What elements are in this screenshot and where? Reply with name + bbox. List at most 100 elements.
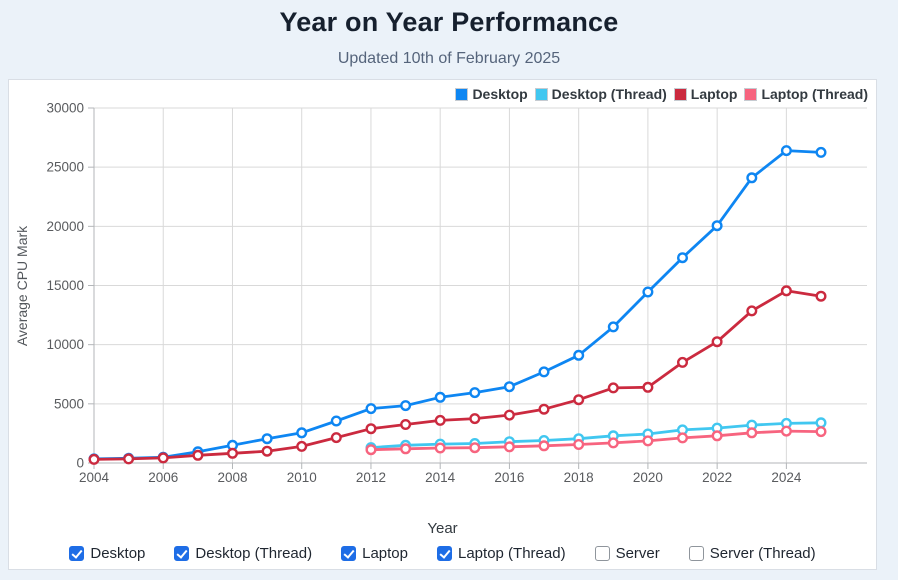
- svg-text:0: 0: [76, 456, 84, 471]
- data-point[interactable]: [434, 442, 446, 454]
- data-point[interactable]: [780, 425, 792, 437]
- data-point[interactable]: [88, 453, 100, 465]
- svg-text:5000: 5000: [54, 396, 84, 411]
- unchecked-checkbox-icon[interactable]: [594, 546, 610, 561]
- legend-item-desktop[interactable]: Desktop: [455, 86, 528, 102]
- data-point[interactable]: [330, 432, 342, 444]
- legend-item-laptop[interactable]: Laptop: [673, 86, 737, 102]
- data-point[interactable]: [642, 286, 654, 298]
- data-point[interactable]: [123, 453, 135, 465]
- checkbox-label: Laptop (Thread): [458, 545, 566, 562]
- data-point[interactable]: [711, 336, 723, 348]
- tick-labels: 0 5000 10000 15000 20000 25000 30000 2004 2006 20…: [46, 101, 801, 486]
- data-point[interactable]: [780, 145, 792, 157]
- data-point[interactable]: [607, 437, 619, 449]
- series-laptop[interactable]: [88, 285, 827, 465]
- checkbox-item-desktop-thread[interactable]: Desktop (Thread): [174, 545, 312, 562]
- checkbox-item-desktop[interactable]: Desktop: [69, 545, 145, 562]
- data-point[interactable]: [642, 381, 654, 393]
- data-point[interactable]: [815, 146, 827, 158]
- checkbox-item-laptop[interactable]: Laptop: [341, 545, 408, 562]
- data-point[interactable]: [296, 440, 308, 452]
- data-point[interactable]: [815, 426, 827, 438]
- checked-checkbox-icon[interactable]: [341, 546, 357, 561]
- data-point[interactable]: [400, 419, 412, 431]
- series-desktop[interactable]: [88, 145, 827, 465]
- data-point[interactable]: [469, 387, 481, 399]
- svg-text:2024: 2024: [771, 470, 802, 485]
- performance-chart[interactable]: 0 5000 10000 15000 20000 25000 30000 2004 2006 20…: [9, 80, 878, 492]
- chart-legend: Desktop Desktop (Thread) Laptop Laptop (Thr…: [455, 86, 868, 102]
- data-point[interactable]: [469, 442, 481, 454]
- data-point[interactable]: [642, 435, 654, 447]
- data-point[interactable]: [815, 417, 827, 429]
- data-point[interactable]: [296, 427, 308, 439]
- data-point[interactable]: [573, 394, 585, 406]
- page-title: Year on Year Performance: [279, 7, 619, 37]
- data-point[interactable]: [157, 452, 169, 464]
- checkbox-item-server[interactable]: Server: [594, 545, 660, 562]
- checkbox-label: Desktop: [90, 545, 146, 562]
- data-point[interactable]: [607, 382, 619, 394]
- data-point[interactable]: [746, 172, 758, 184]
- data-point[interactable]: [573, 439, 585, 451]
- data-point[interactable]: [434, 414, 446, 426]
- data-point[interactable]: [434, 391, 446, 403]
- checkbox-label: Laptop: [362, 545, 408, 562]
- legend-item-desktop-thread[interactable]: Desktop (Thread): [534, 86, 667, 102]
- data-point[interactable]: [780, 285, 792, 297]
- data-point[interactable]: [400, 400, 412, 412]
- data-point[interactable]: [192, 449, 204, 461]
- data-point[interactable]: [261, 445, 273, 457]
- data-point[interactable]: [261, 433, 273, 445]
- data-point[interactable]: [607, 321, 619, 333]
- data-point[interactable]: [503, 381, 515, 393]
- data-point[interactable]: [677, 356, 689, 368]
- checkbox-label: Desktop (Thread): [195, 545, 313, 562]
- data-point[interactable]: [400, 443, 412, 455]
- data-point[interactable]: [711, 430, 723, 442]
- data-point[interactable]: [746, 427, 758, 439]
- series-toggle-row: Desktop Desktop (Thread) Laptop Laptop (Thr…: [9, 545, 876, 562]
- data-point[interactable]: [746, 305, 758, 317]
- data-point[interactable]: [330, 415, 342, 427]
- data-point[interactable]: [711, 220, 723, 232]
- checkbox-item-laptop-thread[interactable]: Laptop (Thread): [437, 545, 566, 562]
- legend-swatch-desktop: [455, 87, 469, 101]
- data-point[interactable]: [815, 290, 827, 302]
- svg-text:2022: 2022: [702, 470, 732, 485]
- data-point[interactable]: [365, 444, 377, 456]
- svg-text:25000: 25000: [46, 160, 84, 175]
- data-point[interactable]: [503, 409, 515, 421]
- legend-label: Desktop (Thread): [551, 86, 667, 102]
- legend-swatch-desktop-thread: [534, 87, 548, 101]
- data-point[interactable]: [538, 440, 550, 452]
- unchecked-checkbox-icon[interactable]: [688, 546, 704, 561]
- axes: [88, 107, 867, 469]
- data-point[interactable]: [573, 349, 585, 361]
- svg-text:2018: 2018: [564, 470, 594, 485]
- data-point[interactable]: [538, 366, 550, 378]
- svg-text:2016: 2016: [494, 470, 524, 485]
- data-point[interactable]: [503, 441, 515, 453]
- svg-text:2004: 2004: [79, 470, 110, 485]
- checkbox-item-server-thread[interactable]: Server (Thread): [688, 545, 816, 562]
- x-axis-label: Year: [427, 520, 458, 537]
- series-laptop-thread[interactable]: [365, 425, 827, 456]
- data-point[interactable]: [365, 423, 377, 435]
- data-point[interactable]: [469, 413, 481, 425]
- checked-checkbox-icon[interactable]: [437, 546, 452, 561]
- data-point[interactable]: [365, 403, 377, 415]
- checked-checkbox-icon[interactable]: [69, 546, 85, 561]
- legend-item-laptop-thread[interactable]: Laptop (Thread): [744, 86, 868, 102]
- svg-text:2008: 2008: [217, 470, 247, 485]
- data-point[interactable]: [538, 403, 550, 415]
- legend-swatch-laptop-thread: [744, 87, 758, 101]
- data-point[interactable]: [677, 432, 689, 444]
- checked-checkbox-icon[interactable]: [174, 546, 190, 561]
- svg-text:2014: 2014: [425, 470, 456, 485]
- checkbox-label: Server (Thread): [709, 545, 816, 562]
- data-point[interactable]: [677, 252, 689, 264]
- data-point[interactable]: [226, 447, 238, 459]
- legend-swatch-laptop: [673, 87, 687, 101]
